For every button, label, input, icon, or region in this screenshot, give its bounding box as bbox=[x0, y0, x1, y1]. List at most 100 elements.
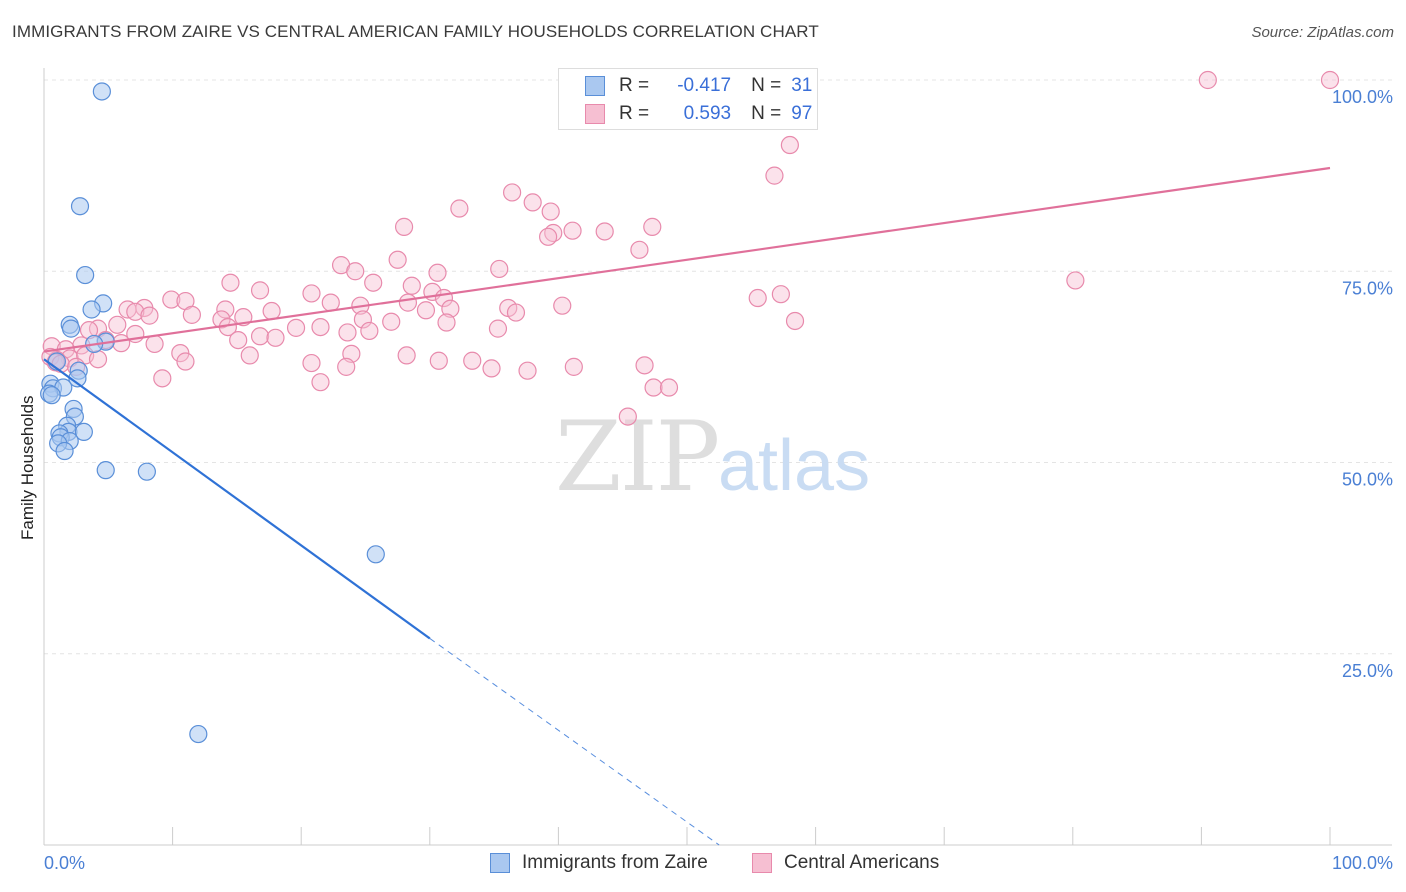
data-point-central-americans bbox=[429, 351, 448, 370]
data-point-central-americans bbox=[266, 328, 285, 347]
series-zaire-points bbox=[40, 82, 385, 744]
data-point-central-americans bbox=[321, 293, 340, 312]
watermark-zip: ZIP bbox=[555, 401, 718, 513]
data-point-central-americans bbox=[398, 293, 418, 312]
data-point-central-americans bbox=[302, 284, 321, 303]
data-point-central-americans bbox=[140, 306, 159, 325]
legend-n-value: 31 bbox=[791, 75, 813, 96]
data-point-zaire bbox=[70, 197, 90, 216]
trend-lines bbox=[43, 166, 1331, 846]
data-point-zaire bbox=[189, 724, 208, 744]
trend-line-zaire-extension bbox=[429, 638, 720, 846]
data-point-central-americans bbox=[229, 331, 248, 350]
data-point-central-americans bbox=[450, 199, 469, 218]
correlation-legend: R = -0.417 N = 31 R = 0.593 N = 97 bbox=[558, 68, 818, 130]
y-tick-label: 75.0% bbox=[1342, 278, 1393, 298]
data-point-central-americans bbox=[311, 317, 330, 337]
data-point-zaire bbox=[42, 386, 61, 405]
data-point-central-americans bbox=[402, 276, 421, 295]
data-point-central-americans bbox=[250, 281, 270, 300]
legend-label-zaire: Immigrants from Zaire bbox=[522, 852, 708, 873]
data-point-central-americans bbox=[364, 273, 383, 292]
data-point-central-americans bbox=[108, 315, 127, 334]
data-point-central-americans bbox=[240, 346, 259, 365]
data-point-zaire bbox=[366, 545, 385, 564]
legend-swatch-blue bbox=[490, 853, 510, 873]
legend-r-value: -0.417 bbox=[677, 75, 732, 96]
legend-r-label: R = bbox=[619, 75, 650, 96]
data-point-central-americans bbox=[162, 290, 181, 309]
data-point-central-americans bbox=[635, 356, 654, 375]
data-point-central-americans bbox=[145, 334, 164, 354]
data-point-central-americans bbox=[618, 407, 637, 426]
data-point-zaire bbox=[55, 441, 74, 461]
data-point-central-americans bbox=[630, 240, 649, 259]
data-point-central-americans bbox=[1198, 70, 1217, 90]
data-point-central-americans bbox=[563, 221, 582, 240]
legend-r-value: 0.593 bbox=[683, 103, 732, 124]
data-point-central-americans bbox=[780, 135, 799, 155]
legend-n-label: N = bbox=[751, 75, 782, 96]
chart-title: IMMIGRANTS FROM ZAIRE VS CENTRAL AMERICA… bbox=[12, 22, 819, 41]
data-point-central-americans bbox=[1066, 271, 1085, 290]
tick-labels: 25.0% 50.0% 75.0% 100.0% 0.0% 100.0% bbox=[44, 87, 1393, 873]
data-point-zaire bbox=[61, 319, 81, 338]
data-point-central-americans bbox=[302, 353, 321, 373]
data-point-central-americans bbox=[216, 300, 235, 319]
y-tick-label: 50.0% bbox=[1342, 470, 1393, 490]
data-point-central-americans bbox=[541, 202, 560, 221]
legend-swatch-pink bbox=[585, 104, 605, 124]
data-point-central-americans bbox=[644, 378, 663, 397]
watermark: ZIP atlas bbox=[555, 401, 870, 513]
data-point-central-americans bbox=[360, 321, 379, 341]
data-point-central-americans bbox=[176, 352, 195, 371]
data-point-central-americans bbox=[771, 285, 790, 304]
data-point-central-americans bbox=[564, 357, 583, 376]
y-tick-label: 25.0% bbox=[1342, 661, 1393, 681]
y-tick-label: 100.0% bbox=[1332, 87, 1393, 107]
data-point-central-americans bbox=[506, 303, 526, 322]
data-point-zaire bbox=[76, 265, 95, 285]
data-point-central-americans bbox=[503, 183, 522, 202]
bottom-legend-item-central-americans: Central Americans bbox=[752, 852, 939, 874]
data-point-central-americans bbox=[441, 299, 460, 318]
data-point-central-americans bbox=[353, 310, 373, 329]
trend-line-zaire bbox=[43, 358, 431, 640]
data-point-central-americans bbox=[437, 313, 456, 332]
data-point-central-americans bbox=[286, 318, 306, 337]
data-point-central-americans bbox=[748, 288, 767, 308]
data-point-central-americans bbox=[262, 301, 281, 321]
source-note: Source: ZipAtlas.com bbox=[1251, 24, 1394, 41]
x-tick-label: 100.0% bbox=[1332, 853, 1393, 873]
data-point-central-americans bbox=[539, 227, 558, 246]
data-point-zaire bbox=[137, 462, 156, 481]
data-point-central-americans bbox=[112, 334, 131, 353]
data-point-central-americans bbox=[126, 302, 145, 321]
grid-lines bbox=[44, 79, 1392, 655]
data-point-central-americans bbox=[88, 350, 108, 369]
watermark-atlas: atlas bbox=[718, 426, 870, 506]
data-point-central-americans bbox=[182, 305, 201, 324]
data-point-central-americans bbox=[785, 311, 805, 331]
data-point-central-americans bbox=[338, 323, 357, 342]
legend-label-central-americans: Central Americans bbox=[784, 852, 940, 873]
legend-swatch-pink bbox=[752, 853, 772, 873]
y-axis-label: Family Households bbox=[18, 395, 37, 540]
axes bbox=[43, 68, 1392, 846]
data-point-central-americans bbox=[482, 359, 501, 378]
data-point-central-americans bbox=[346, 262, 365, 281]
data-point-zaire bbox=[74, 422, 93, 441]
data-point-central-americans bbox=[250, 327, 270, 346]
x-tick-label: 0.0% bbox=[44, 853, 85, 873]
data-point-central-americans bbox=[490, 259, 509, 279]
data-point-central-americans bbox=[1320, 70, 1340, 90]
legend-row-zaire: R = -0.417 N = 31 bbox=[585, 73, 812, 99]
data-point-central-americans bbox=[382, 312, 401, 331]
data-point-central-americans bbox=[388, 250, 407, 269]
legend-r-label: R = bbox=[619, 103, 650, 124]
data-point-zaire bbox=[82, 300, 101, 319]
data-point-central-americans bbox=[595, 222, 614, 241]
data-point-central-americans bbox=[153, 369, 172, 388]
data-point-central-americans bbox=[523, 193, 542, 212]
